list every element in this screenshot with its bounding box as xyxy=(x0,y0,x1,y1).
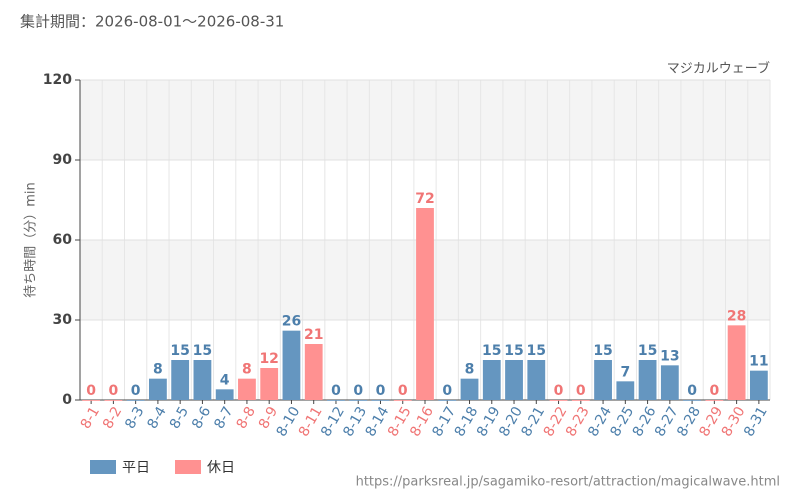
value-label: 0 xyxy=(576,383,586,399)
x-tick-label: 8-3 xyxy=(122,404,147,432)
bar xyxy=(660,365,679,400)
value-label: 72 xyxy=(415,191,434,207)
value-label: 28 xyxy=(727,308,746,324)
bar xyxy=(527,360,546,400)
bar xyxy=(416,208,434,400)
bar xyxy=(505,360,523,400)
x-tick-label: 8-6 xyxy=(189,404,214,432)
value-label: 15 xyxy=(638,343,657,359)
value-label: 15 xyxy=(170,343,189,359)
value-label: 0 xyxy=(709,383,719,399)
bar xyxy=(238,378,256,400)
value-label: 15 xyxy=(527,343,546,359)
value-label: 0 xyxy=(86,383,96,399)
bar xyxy=(393,400,412,401)
value-label: 0 xyxy=(109,383,119,399)
legend-swatch xyxy=(175,460,201,474)
value-label: 0 xyxy=(442,383,452,399)
bar xyxy=(126,400,145,401)
value-label: 0 xyxy=(353,383,363,399)
bar xyxy=(82,400,101,401)
bar xyxy=(149,378,167,400)
y-tick-label: 90 xyxy=(53,152,73,168)
y-axis-label: 待ち時間（分）min xyxy=(24,182,39,298)
x-tick-label: 8-2 xyxy=(100,404,125,432)
bar xyxy=(438,400,457,401)
value-label: 15 xyxy=(193,343,212,359)
value-label: 26 xyxy=(282,314,301,330)
value-label: 21 xyxy=(304,327,323,343)
bar xyxy=(749,370,768,400)
bar xyxy=(260,368,279,400)
bar xyxy=(304,344,323,400)
value-label: 15 xyxy=(593,343,612,359)
value-label: 11 xyxy=(749,354,768,370)
x-tick-label: 8-1 xyxy=(78,404,103,432)
x-tick-label: 8-8 xyxy=(234,404,259,432)
y-tick-label: 120 xyxy=(43,72,72,88)
y-tick-label: 0 xyxy=(62,392,72,408)
value-label: 0 xyxy=(398,383,408,399)
value-label: 15 xyxy=(482,343,501,359)
value-label: 0 xyxy=(554,383,564,399)
bar xyxy=(460,378,479,400)
value-label: 12 xyxy=(259,351,278,367)
x-tick-label: 8-7 xyxy=(211,404,236,432)
value-label: 8 xyxy=(465,362,475,378)
legend-label: 休日 xyxy=(207,460,235,476)
value-label: 0 xyxy=(131,383,141,399)
source-url: https://parksreal.jp/sagamiko-resort/att… xyxy=(356,475,780,490)
bar xyxy=(171,360,190,400)
bar xyxy=(571,400,590,401)
y-tick-label: 30 xyxy=(53,312,73,328)
value-label: 0 xyxy=(376,383,386,399)
bar xyxy=(482,360,501,400)
chart-title: 集計期間：2026-08-01～2026-08-31 xyxy=(20,13,284,31)
y-tick-label: 60 xyxy=(53,232,73,248)
grid-band xyxy=(80,80,770,160)
value-label: 4 xyxy=(220,372,230,388)
chart-subtitle: マジカルウェーブ xyxy=(667,61,770,77)
value-label: 8 xyxy=(153,362,163,378)
value-label: 0 xyxy=(687,383,697,399)
bar xyxy=(193,360,212,400)
value-label: 0 xyxy=(331,383,341,399)
bar xyxy=(594,360,612,400)
bar xyxy=(616,381,635,400)
bar xyxy=(683,400,701,401)
x-tick-label: 8-5 xyxy=(167,404,192,432)
x-tick-label: 8-4 xyxy=(145,404,170,432)
bar xyxy=(349,400,368,401)
x-tick-label: 8-31 xyxy=(741,404,771,440)
legend-swatch xyxy=(90,460,116,474)
bar xyxy=(638,360,657,400)
bar xyxy=(727,325,746,400)
bar xyxy=(215,389,234,400)
bar xyxy=(327,400,345,401)
bar xyxy=(104,400,123,401)
bar xyxy=(549,400,568,401)
bar xyxy=(371,400,390,401)
value-label: 13 xyxy=(660,348,679,364)
legend-label: 平日 xyxy=(122,460,150,476)
bar xyxy=(282,330,301,400)
value-label: 15 xyxy=(504,343,523,359)
bar xyxy=(705,400,724,401)
value-label: 8 xyxy=(242,362,252,378)
value-label: 7 xyxy=(620,364,630,380)
